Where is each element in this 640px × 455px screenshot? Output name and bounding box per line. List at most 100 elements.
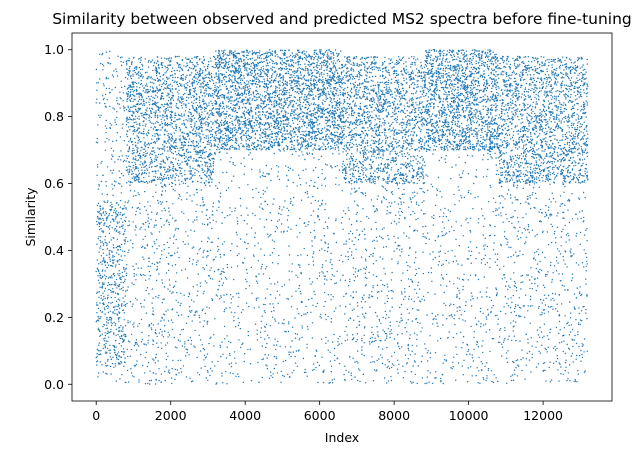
scatter-point [355,143,357,145]
scatter-point [256,146,258,148]
scatter-point [377,336,379,338]
scatter-point [543,309,546,311]
scatter-point [177,99,179,101]
scatter-point [164,162,166,164]
scatter-point [442,215,444,218]
scatter-point [380,322,382,325]
scatter-point [369,180,371,182]
scatter-point [561,112,564,114]
scatter-point [246,70,248,72]
scatter-point [148,129,150,132]
scatter-point [196,219,198,221]
scatter-point [441,264,443,267]
scatter-point [296,82,299,84]
scatter-point [416,230,419,232]
scatter-point [548,74,550,76]
scatter-point [491,120,493,123]
scatter-point [192,259,194,261]
scatter-point [177,85,180,88]
scatter-point [277,114,279,116]
scatter-point [308,263,310,266]
scatter-point [227,69,230,71]
scatter-point [321,92,323,94]
scatter-point [348,131,351,134]
scatter-point [346,96,349,99]
scatter-point [501,133,504,135]
scatter-point [389,142,391,145]
scatter-point [441,231,443,233]
scatter-point [545,91,547,93]
scatter-point [220,89,222,91]
scatter-point [357,350,359,352]
scatter-point [171,162,174,164]
scatter-point [491,107,493,109]
scatter-point [276,73,278,76]
scatter-point [513,92,515,94]
scatter-point [115,334,117,336]
scatter-point [394,87,396,90]
scatter-point [290,346,292,348]
scatter-point [236,56,238,58]
scatter-point [297,276,299,278]
scatter-point [570,324,573,326]
scatter-point [329,100,331,103]
scatter-point [408,100,411,102]
scatter-point [494,117,497,120]
scatter-point [101,63,104,66]
scatter-point [487,131,489,134]
scatter-point [499,341,501,344]
scatter-point [409,214,412,216]
scatter-point [575,81,577,84]
scatter-point [335,307,337,309]
scatter-point [566,266,568,268]
scatter-point [366,86,368,88]
scatter-point [243,77,245,79]
scatter-point [481,296,483,298]
scatter-point [467,191,470,194]
scatter-point [570,256,572,258]
scatter-point [117,259,119,262]
scatter-point [506,112,509,114]
scatter-point [519,78,522,80]
scatter-point [166,122,169,125]
scatter-point [456,307,458,309]
scatter-point [330,365,333,367]
scatter-point [463,131,465,133]
scatter-point [447,94,449,96]
scatter-point [126,144,128,146]
scatter-point [500,145,502,147]
scatter-point [182,154,184,157]
scatter-point [581,353,583,356]
scatter-point [438,126,440,128]
scatter-point [534,192,537,195]
scatter-point [216,86,218,88]
scatter-point [586,318,588,320]
scatter-point [516,180,519,183]
scatter-point [181,85,183,87]
scatter-point [528,84,531,86]
scatter-point [237,94,239,97]
scatter-point [523,227,525,230]
scatter-point [188,293,191,295]
scatter-point [491,87,493,90]
scatter-point [247,101,249,103]
scatter-point [362,298,364,300]
scatter-point [147,217,150,219]
scatter-point [274,96,276,99]
scatter-point [217,111,220,113]
scatter-point [523,62,525,65]
scatter-point [163,173,166,176]
scatter-point [334,282,336,285]
scatter-point [529,298,532,301]
scatter-point [556,116,558,118]
scatter-point [138,194,140,196]
scatter-point [406,269,409,272]
scatter-point [317,116,319,118]
scatter-point [137,170,140,172]
scatter-point [206,370,209,372]
scatter-point [182,241,184,243]
scatter-point [370,100,372,102]
scatter-point [308,119,310,121]
scatter-point [475,145,477,147]
